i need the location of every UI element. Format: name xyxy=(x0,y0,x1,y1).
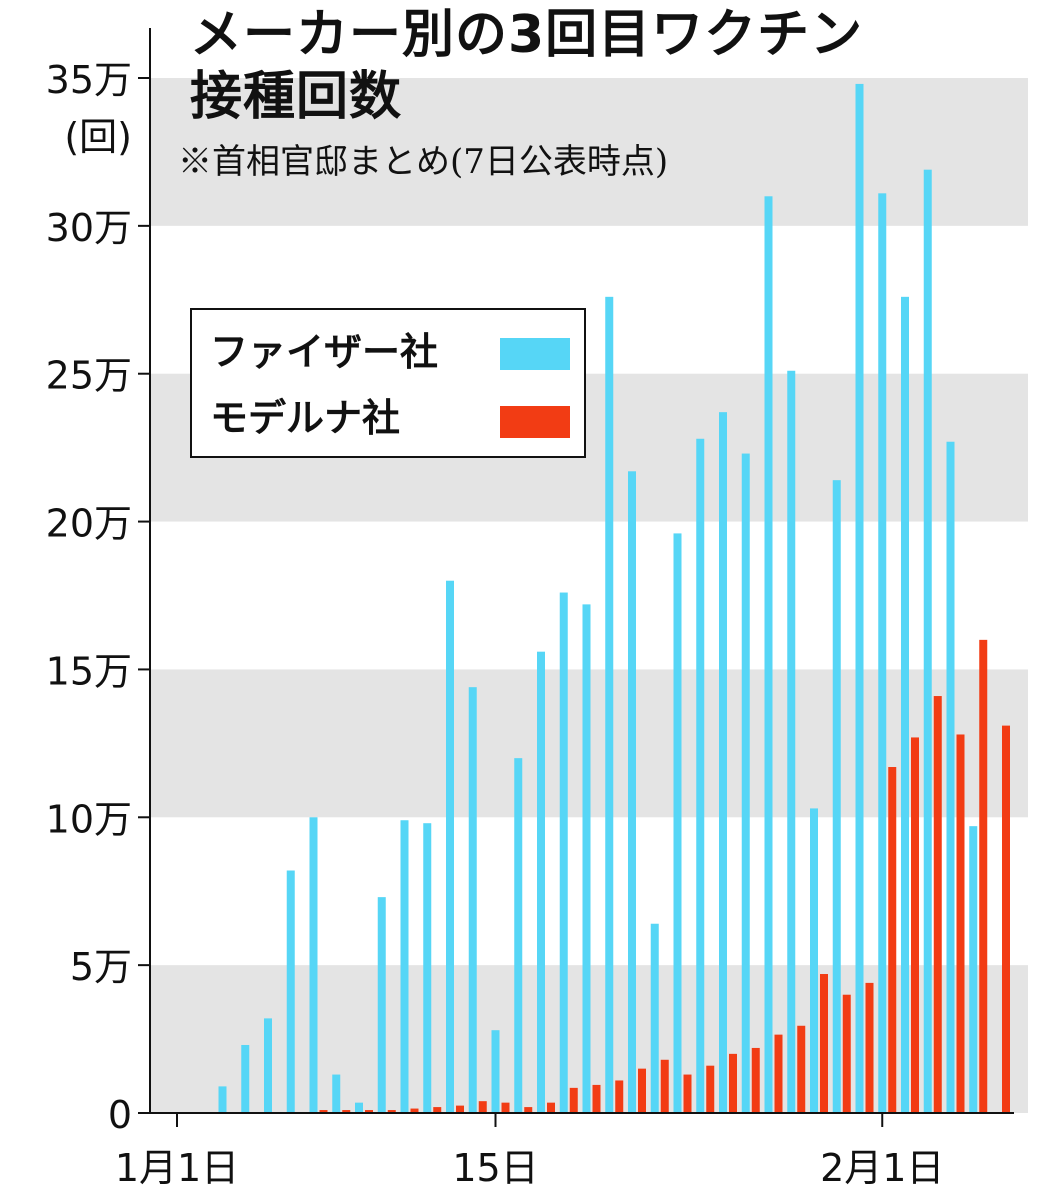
bar-moderna xyxy=(638,1068,646,1113)
y-tick-label: 35万 xyxy=(46,58,132,102)
bar-pfizer xyxy=(764,196,773,1114)
moderna-bars xyxy=(183,639,1010,1114)
bar-pfizer xyxy=(741,453,750,1113)
bar-moderna xyxy=(729,1053,737,1113)
bar-pfizer xyxy=(878,193,887,1114)
y-tick-label: 15万 xyxy=(46,649,132,693)
bar-pfizer xyxy=(650,923,659,1113)
bar-pfizer xyxy=(400,820,409,1113)
bar-pfizer xyxy=(423,823,432,1113)
bar-pfizer xyxy=(719,412,727,1114)
bar-moderna xyxy=(456,1105,464,1113)
bar-pfizer xyxy=(286,870,295,1113)
y-unit-label: (回) xyxy=(64,115,132,159)
bar-pfizer xyxy=(559,592,568,1113)
bar-moderna xyxy=(865,982,874,1113)
bar-moderna xyxy=(547,1102,555,1113)
bar-moderna xyxy=(751,1047,760,1113)
bar-moderna xyxy=(592,1084,601,1113)
bar-pfizer xyxy=(514,758,523,1113)
bar-moderna xyxy=(774,1034,783,1113)
bar-pfizer xyxy=(218,1086,227,1113)
bar-pfizer xyxy=(628,471,636,1113)
bar-pfizer xyxy=(855,83,864,1113)
legend-swatch-pfizer xyxy=(500,338,570,370)
bar-moderna xyxy=(660,1059,669,1113)
y-tick-label: 0 xyxy=(108,1093,132,1137)
chart-title: メーカー別の3回目ワクチン 接種回数 xyxy=(190,4,863,128)
legend-swatch-moderna xyxy=(500,406,570,438)
bar-pfizer xyxy=(309,817,318,1113)
bar-moderna xyxy=(888,767,897,1113)
y-tick-label: 30万 xyxy=(46,206,132,250)
bar-pfizer xyxy=(537,651,545,1113)
bar-moderna xyxy=(615,1080,624,1113)
bar-pfizer xyxy=(696,438,705,1113)
y-tick-label: 10万 xyxy=(46,797,132,841)
y-tick-label: 25万 xyxy=(46,354,132,398)
bar-pfizer xyxy=(605,296,614,1113)
bar-moderna xyxy=(478,1101,487,1113)
bar-moderna xyxy=(319,1110,328,1113)
legend-label-pfizer: ファイザー社 xyxy=(210,330,439,374)
bar-moderna xyxy=(706,1065,715,1113)
bar-moderna xyxy=(410,1108,419,1113)
axes xyxy=(138,28,1014,1114)
y-tick-label: 20万 xyxy=(46,502,132,546)
bar-pfizer xyxy=(946,441,955,1113)
bar-pfizer xyxy=(491,1030,500,1113)
bar-pfizer xyxy=(377,897,386,1113)
bar-moderna xyxy=(365,1110,373,1113)
bar-moderna xyxy=(933,696,942,1113)
x-tick-label: 1月1日 xyxy=(115,1146,239,1190)
y-tick-labels: 0 5万 10万 15万 20万 25万 30万 35万 (回) xyxy=(46,58,132,1137)
bar-moderna xyxy=(979,639,988,1113)
bar-pfizer xyxy=(468,687,477,1113)
y-tick-label: 5万 xyxy=(70,945,132,989)
bar-moderna xyxy=(911,737,919,1113)
chart-title-line-1: メーカー別の3回目ワクチン xyxy=(190,5,864,65)
bar-pfizer xyxy=(355,1102,363,1113)
pfizer-bars xyxy=(173,83,1000,1114)
bar-moderna xyxy=(387,1110,396,1113)
bar-pfizer xyxy=(901,296,909,1113)
bar-moderna xyxy=(820,974,828,1113)
bar-pfizer xyxy=(446,580,454,1113)
bar-moderna xyxy=(524,1107,533,1113)
legend-label-moderna: モデルナ社 xyxy=(210,396,401,440)
x-tick-labels: 1月1日 15日 2月1日 xyxy=(115,1113,944,1190)
bar-pfizer xyxy=(810,808,818,1113)
chart-subtitle: ※首相官邸まとめ(7日公表時点) xyxy=(178,142,669,182)
bar-moderna xyxy=(842,994,851,1113)
bar-pfizer xyxy=(332,1074,341,1113)
bar-moderna xyxy=(501,1102,510,1113)
bar-moderna xyxy=(797,1025,806,1113)
bar-pfizer xyxy=(241,1044,250,1113)
x-tick-label: 2月1日 xyxy=(820,1146,944,1190)
bar-moderna xyxy=(569,1087,578,1113)
chart-title-line-2: 接種回数 xyxy=(190,67,403,127)
bar-moderna xyxy=(433,1107,442,1113)
bar-pfizer xyxy=(969,826,978,1113)
x-tick-label: 15日 xyxy=(452,1146,538,1190)
bar-moderna xyxy=(1002,725,1010,1113)
bar-pfizer xyxy=(832,480,841,1114)
bar-pfizer xyxy=(787,370,796,1113)
bar-pfizer xyxy=(582,604,591,1113)
bar-pfizer xyxy=(923,169,932,1113)
bar-moderna xyxy=(342,1110,351,1113)
bar-pfizer xyxy=(673,533,682,1113)
bar-pfizer xyxy=(264,1018,272,1113)
bar-moderna xyxy=(683,1074,692,1113)
legend: ファイザー社 モデルナ社 xyxy=(190,308,586,458)
bar-moderna xyxy=(956,734,965,1113)
